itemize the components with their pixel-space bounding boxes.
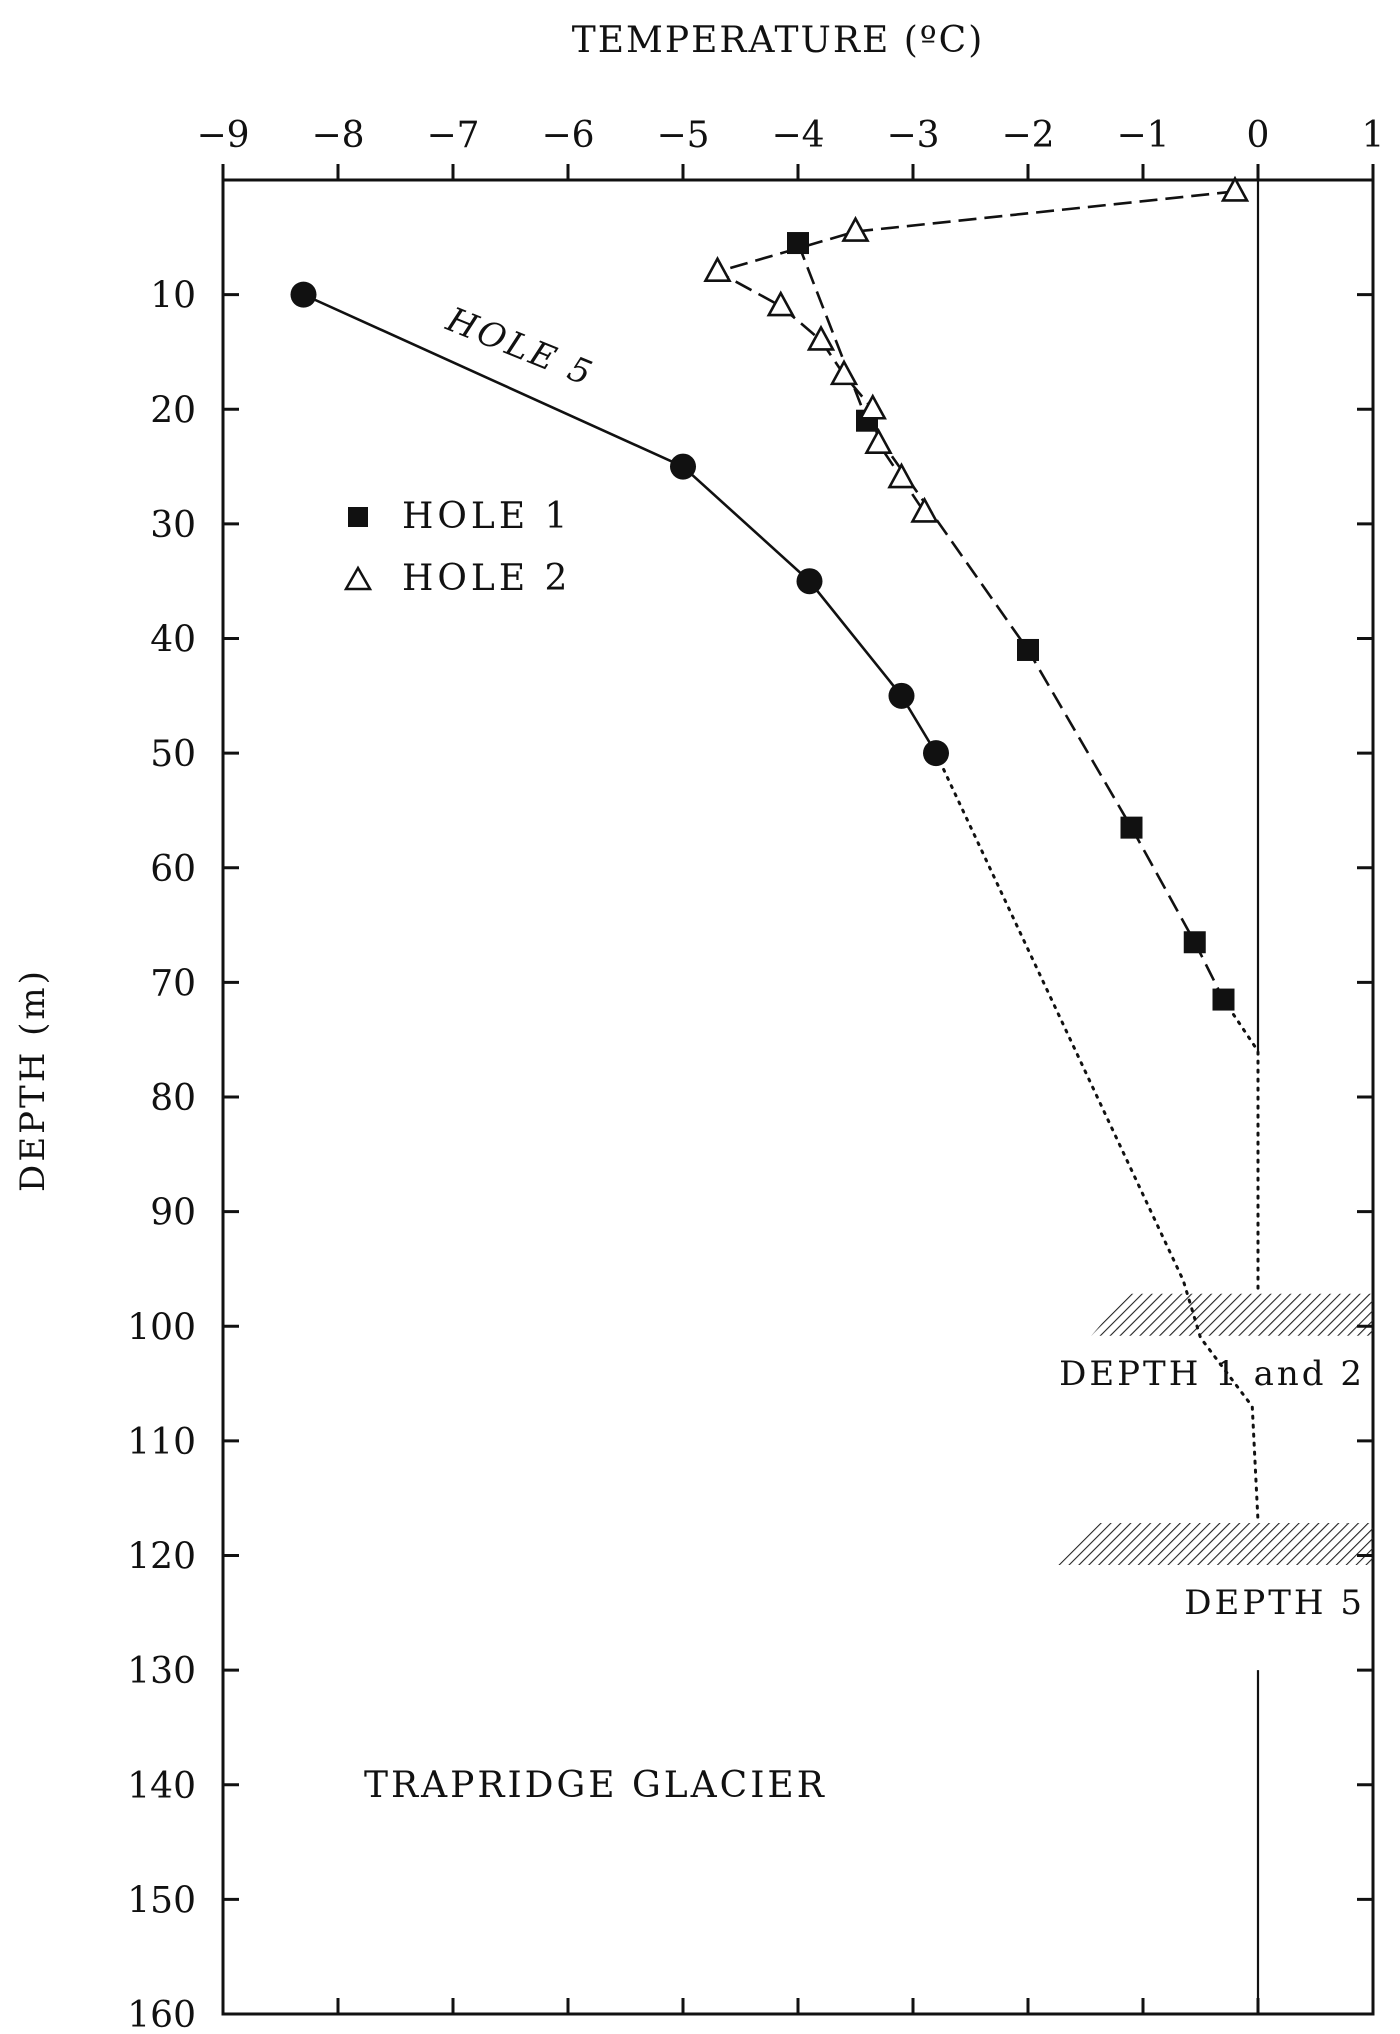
y-tick-labels: 10 20 30 40 50 60 70 80 90 100 110 120 130 140 150 160 [127,276,196,2034]
point-hole-5 [923,740,949,767]
y-tick-label: 10 [150,276,196,317]
y-tick-label: 20 [150,390,196,431]
legend-item-hole-2: HOLE 2 [343,558,571,599]
x-tick-label: −9 [196,115,249,156]
x-tick-label: −7 [426,115,479,156]
point-hole-2 [910,496,939,523]
point-hole-2 [887,462,916,489]
x-tick-labels: −9 −8 −7 −6 −5 −4 −3 −2 −1 0 1 [196,115,1384,156]
x-tick-label: −6 [541,115,594,156]
x-tick-label: −8 [311,115,364,156]
legend-square-marker [348,507,368,527]
bed-depth-label-holes-1-2: DEPTH 1 and 2 [1059,1354,1365,1394]
bed-hatch-2 [1056,1523,1373,1566]
legend: HOLE 1 HOLE 2 [343,496,571,599]
y-tick-label: 50 [150,734,196,775]
x-tick-label: −5 [656,115,709,156]
y-axis-label: DEPTH (m) [13,968,53,1192]
point-hole-1 [1183,931,1206,954]
point-hole-5 [670,453,696,480]
bed-depth-label-hole-5: DEPTH 5 [1184,1583,1365,1623]
y-tick-label: 120 [127,1537,196,1578]
point-hole-1 [787,232,809,255]
x-tick-label: −3 [886,115,939,156]
legend-item-hole-1: HOLE 1 [348,496,571,537]
point-hole-2 [829,359,859,386]
y-tick-label: 40 [150,620,196,661]
y-tick-label: 110 [127,1422,196,1463]
y-tick-label: 60 [150,849,196,890]
bed-hatch-1 [1091,1293,1373,1336]
point-hole-1 [1212,988,1235,1011]
point-hole-1 [1017,638,1039,661]
x-tick-label: −4 [771,115,824,156]
series-line-hole-1 [796,242,1225,1001]
chart-title: TRAPRIDGE GLACIER [364,1765,827,1806]
y-tick-label: 150 [127,1880,196,1921]
x-axis-label: TEMPERATURE (ºC) [572,20,985,61]
point-hole-2 [841,215,870,242]
point-hole-2 [864,427,893,454]
y-tick-label: 100 [127,1307,196,1348]
point-hole-1 [1120,816,1143,839]
point-hole-5 [888,682,915,709]
axis-ticks [221,164,1375,2016]
extrapolation-lines [934,751,1260,1523]
data-markers [290,175,1250,1011]
legend-label-hole-1: HOLE 1 [402,496,571,537]
y-tick-label: 30 [150,505,196,546]
point-hole-5 [290,281,317,308]
point-hole-2 [1220,175,1250,202]
point-hole-2 [806,324,836,351]
y-tick-label: 80 [150,1078,196,1119]
y-tick-label: 140 [127,1766,196,1807]
point-hole-2 [766,290,795,317]
extrapolation-hole-1 [1222,998,1260,1294]
y-tick-label: 90 [150,1193,196,1234]
series-line-hole-5 [302,293,938,754]
point-hole-2 [858,393,887,420]
legend-label-hole-2: HOLE 2 [402,558,571,599]
extrapolation-hole-5 [934,751,1260,1523]
x-tick-label: 1 [1362,115,1385,156]
x-tick-label: −2 [1001,115,1054,156]
bed-hatch-layer [1056,1293,1373,1566]
point-hole-2 [703,255,732,282]
y-tick-label: 160 [127,1995,196,2029]
hole-5-annotation: HOLE 5 [440,299,600,395]
y-tick-label: 70 [150,963,196,1004]
series-line-hole-2 [714,190,1236,514]
y-tick-label: 130 [127,1651,196,1692]
point-hole-5 [796,568,823,595]
plot-frame [221,178,1375,2016]
x-tick-label: −1 [1116,115,1169,156]
legend-triangle-marker [343,565,373,591]
x-tick-label: 0 [1247,115,1270,156]
